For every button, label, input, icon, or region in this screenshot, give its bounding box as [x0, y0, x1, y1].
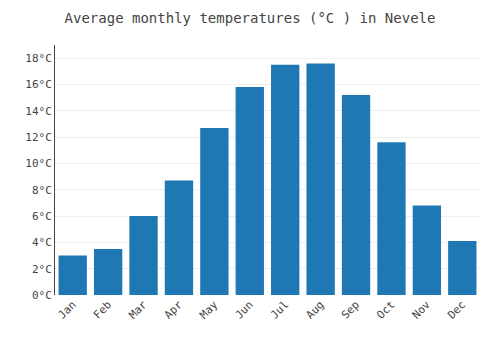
svg-text:18°C: 18°C — [25, 52, 52, 65]
svg-text:Average monthly temperatures (: Average monthly temperatures (°C ) in Ne… — [65, 10, 436, 26]
svg-text:10°C: 10°C — [25, 157, 52, 170]
svg-text:6°C: 6°C — [32, 210, 52, 223]
svg-text:Jul: Jul — [268, 298, 291, 321]
svg-text:Jun: Jun — [233, 298, 256, 321]
svg-text:Apr: Apr — [162, 298, 186, 322]
svg-text:Jan: Jan — [55, 298, 78, 321]
svg-text:Sep: Sep — [339, 298, 362, 321]
svg-text:Oct: Oct — [374, 298, 397, 321]
svg-text:2°C: 2°C — [32, 263, 52, 276]
svg-text:Mar: Mar — [126, 298, 150, 322]
svg-text:Aug: Aug — [303, 298, 326, 321]
svg-text:0°C: 0°C — [32, 289, 52, 302]
svg-text:16°C: 16°C — [25, 78, 52, 91]
svg-text:14°C: 14°C — [25, 105, 52, 118]
svg-text:Nov: Nov — [410, 298, 434, 322]
svg-text:12°C: 12°C — [25, 131, 52, 144]
svg-text:Feb: Feb — [91, 298, 114, 321]
svg-text:Dec: Dec — [445, 298, 468, 321]
svg-text:4°C: 4°C — [32, 236, 52, 249]
svg-text:8°C: 8°C — [32, 184, 52, 197]
svg-text:May: May — [197, 298, 221, 322]
